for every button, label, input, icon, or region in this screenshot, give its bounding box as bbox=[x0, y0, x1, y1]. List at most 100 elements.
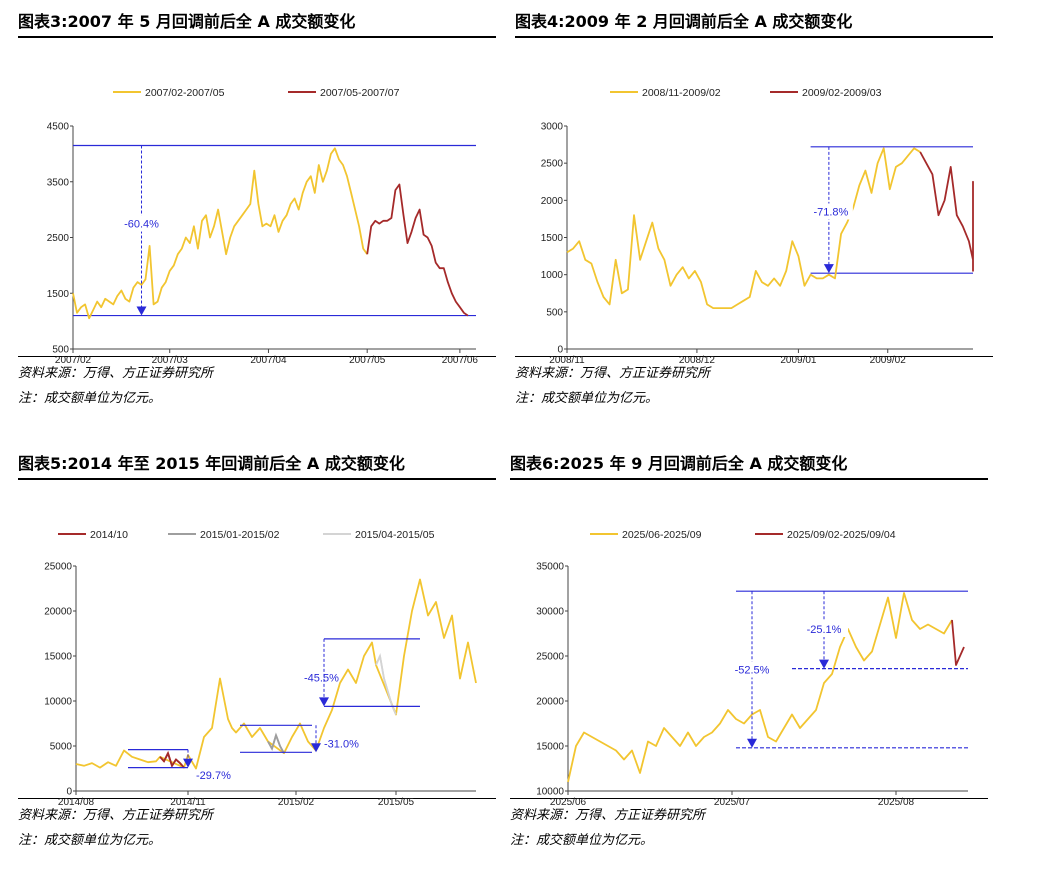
y-tick-label: 20000 bbox=[44, 607, 72, 618]
y-tick-label: 15000 bbox=[536, 742, 564, 753]
legend-label: 2009/02-2009/03 bbox=[802, 87, 882, 99]
x-tick-label: 2025/07 bbox=[714, 797, 751, 808]
legend-label: 2025/09/02-2025/09/04 bbox=[787, 529, 896, 541]
chart-panel-1: 图表3:2007 年 5 月回调前后全 A 成交额变化 500 1500 2500 3… bbox=[18, 10, 496, 411]
y-tick-label: 20000 bbox=[536, 697, 564, 708]
y-tick-label: 2000 bbox=[541, 196, 564, 207]
x-tick-label: 2025/06 bbox=[550, 797, 587, 808]
x-tick-label: 2014/11 bbox=[170, 797, 206, 808]
y-tick-label: 0 bbox=[66, 787, 72, 798]
y-tick-label: 500 bbox=[52, 345, 69, 356]
note-text: 注：成交额单位为亿元。 bbox=[18, 833, 162, 848]
x-tick-label: 2007/04 bbox=[250, 355, 287, 366]
note-text: 注：成交额单位为亿元。 bbox=[510, 833, 654, 848]
x-tick-label: 2008/11 bbox=[549, 355, 585, 366]
x-tick-label: 2025/08 bbox=[878, 797, 915, 808]
series-overlay-1 bbox=[267, 732, 285, 754]
y-tick-label: 35000 bbox=[536, 562, 564, 573]
chart-area: 0 5000 10000 15000 20000 25000 2014/08 2014/11 2… bbox=[18, 480, 496, 808]
chart-title: 图表3:2007 年 5 月回调前后全 A 成交额变化 bbox=[18, 10, 496, 38]
drop-label: -25.1% bbox=[807, 624, 842, 636]
y-tick-label: 1500 bbox=[541, 233, 564, 244]
y-tick-label: 2500 bbox=[541, 159, 564, 170]
annotation-bg bbox=[117, 215, 166, 232]
x-tick-label: 2014/08 bbox=[58, 797, 95, 808]
drop-arrow-head bbox=[747, 738, 757, 748]
x-tick-label: 2015/05 bbox=[378, 797, 415, 808]
y-tick-label: 10000 bbox=[44, 697, 72, 708]
drop-arrow-head bbox=[311, 743, 321, 753]
x-tick-label: 2009/02 bbox=[870, 355, 907, 366]
chart-svg: 0 500 1000 1500 2000 2500 3000 2008/11 2008/12 20… bbox=[541, 87, 974, 366]
series-line-3 bbox=[75, 578, 477, 770]
series-line-1 bbox=[919, 151, 974, 272]
chart-area: 10000 15000 20000 25000 30000 35000 2025/06 202… bbox=[510, 480, 988, 808]
drop-label: -71.8% bbox=[813, 206, 848, 218]
drop-arrow-head bbox=[819, 659, 829, 669]
drop-label: -60.4% bbox=[124, 219, 159, 231]
annotation-bg bbox=[728, 661, 776, 678]
legend-label: 2007/02-2007/05 bbox=[145, 87, 225, 99]
series-line-1 bbox=[951, 619, 965, 666]
drop-label: -29.7% bbox=[196, 770, 231, 782]
source-text: 资料来源：万得、方正证券研究所 bbox=[18, 808, 214, 823]
drop-label: -52.5% bbox=[735, 665, 770, 677]
y-tick-label: 0 bbox=[557, 345, 563, 356]
y-tick-label: 3500 bbox=[47, 177, 70, 188]
y-tick-label: 30000 bbox=[536, 607, 564, 618]
y-tick-label: 10000 bbox=[536, 787, 564, 798]
x-tick-label: 2015/02 bbox=[278, 797, 315, 808]
y-tick-label: 500 bbox=[546, 307, 563, 318]
drop-arrow-head bbox=[183, 758, 193, 768]
drop-label: -45.5% bbox=[304, 673, 339, 685]
y-tick-label: 25000 bbox=[44, 562, 72, 573]
note-text: 注：成交额单位为亿元。 bbox=[18, 391, 162, 406]
x-tick-label: 2008/12 bbox=[679, 355, 716, 366]
chart-title: 图表5:2014 年至 2015 年回调前后全 A 成交额变化 bbox=[18, 452, 496, 480]
chart-svg: 0 5000 10000 15000 20000 25000 2014/08 2014/11 2… bbox=[44, 529, 477, 808]
legend-label: 2015/01-2015/02 bbox=[200, 529, 280, 541]
drop-arrow-head bbox=[823, 264, 834, 274]
x-tick-label: 2007/05 bbox=[349, 355, 386, 366]
series-line-0 bbox=[567, 592, 953, 783]
legend-label: 2014/10 bbox=[90, 529, 128, 541]
annotation-bg bbox=[806, 203, 853, 220]
legend-label: 2015/04-2015/05 bbox=[355, 529, 435, 541]
source-text: 资料来源：万得、方正证券研究所 bbox=[18, 366, 214, 381]
note-text: 注：成交额单位为亿元。 bbox=[515, 391, 659, 406]
series-line-0 bbox=[72, 147, 368, 320]
y-tick-label: 1000 bbox=[541, 270, 564, 281]
legend-label: 2007/05-2007/07 bbox=[320, 87, 400, 99]
series-overlay-2 bbox=[375, 652, 397, 715]
chart-panel-3: 图表5:2014 年至 2015 年回调前后全 A 成交额变化 0 5000 100… bbox=[18, 452, 496, 853]
series-line-1 bbox=[366, 183, 469, 317]
y-tick-label: 15000 bbox=[44, 652, 72, 663]
chart-area: 0 500 1000 1500 2000 2500 3000 2008/11 2008/12 20… bbox=[515, 38, 993, 366]
y-tick-label: 2500 bbox=[47, 233, 70, 244]
chart-svg: 10000 15000 20000 25000 30000 35000 2025/06 202… bbox=[536, 529, 968, 808]
annotation-bg bbox=[800, 621, 848, 637]
source-text: 资料来源：万得、方正证券研究所 bbox=[515, 366, 711, 381]
x-tick-label: 2007/02 bbox=[55, 355, 92, 366]
x-tick-label: 2007/03 bbox=[152, 355, 189, 366]
chart-title: 图表6:2025 年 9 月回调前后全 A 成交额变化 bbox=[510, 452, 988, 480]
source-text: 资料来源：万得、方正证券研究所 bbox=[510, 808, 706, 823]
y-tick-label: 5000 bbox=[50, 742, 73, 753]
y-tick-label: 25000 bbox=[536, 652, 564, 663]
chart-svg: 500 1500 2500 3500 4500 2007/02 2007/03 2007/04… bbox=[47, 87, 479, 366]
series-overlay-0 bbox=[159, 750, 185, 769]
drop-arrow-head bbox=[319, 697, 329, 707]
y-tick-label: 1500 bbox=[47, 289, 70, 300]
x-tick-label: 2007/06 bbox=[442, 355, 479, 366]
chart-panel-4: 图表6:2025 年 9 月回调前后全 A 成交额变化 10000 15000 20… bbox=[510, 452, 988, 853]
y-tick-label: 4500 bbox=[47, 122, 70, 133]
legend-label: 2025/06-2025/09 bbox=[622, 529, 702, 541]
drop-arrow-head bbox=[136, 306, 147, 316]
x-tick-label: 2009/01 bbox=[780, 355, 817, 366]
legend-label: 2008/11-2009/02 bbox=[642, 87, 721, 99]
y-tick-label: 3000 bbox=[541, 122, 564, 133]
chart-panel-2: 图表4:2009 年 2 月回调前后全 A 成交额变化 0 500 1000 1500… bbox=[515, 10, 993, 411]
series-line-0 bbox=[566, 147, 921, 310]
chart-title: 图表4:2009 年 2 月回调前后全 A 成交额变化 bbox=[515, 10, 993, 38]
chart-area: 500 1500 2500 3500 4500 2007/02 2007/03 2007/04… bbox=[18, 38, 496, 366]
